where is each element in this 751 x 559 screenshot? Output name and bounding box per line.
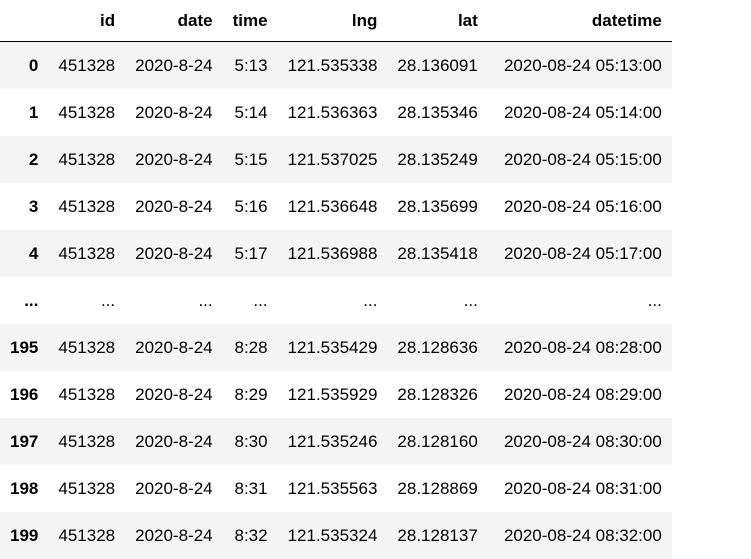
cell-date: 2020-8-24 (125, 512, 223, 559)
cell-id: 451328 (48, 42, 125, 90)
cell-id: 451328 (48, 371, 125, 418)
table-row: ..................... (0, 277, 672, 324)
cell-lng: 121.535324 (278, 512, 388, 559)
cell-id: 451328 (48, 418, 125, 465)
cell-date: 2020-8-24 (125, 230, 223, 277)
cell-time: ... (223, 277, 278, 324)
cell-datetime: 2020-08-24 05:13:00 (488, 42, 672, 90)
cell-lng: 121.535429 (278, 324, 388, 371)
cell-time: 8:31 (223, 465, 278, 512)
cell-lng: 121.536363 (278, 89, 388, 136)
index-header (0, 0, 48, 42)
cell-datetime: 2020-08-24 08:29:00 (488, 371, 672, 418)
cell-datetime: 2020-08-24 08:32:00 (488, 512, 672, 559)
row-index: 199 (0, 512, 48, 559)
cell-date: 2020-8-24 (125, 465, 223, 512)
cell-date: 2020-8-24 (125, 136, 223, 183)
cell-lat: 28.135418 (387, 230, 487, 277)
cell-time: 5:13 (223, 42, 278, 90)
cell-id: 451328 (48, 183, 125, 230)
cell-lng: 121.537025 (278, 136, 388, 183)
cell-id: 451328 (48, 324, 125, 371)
table-header: id date time lng lat datetime (0, 0, 672, 42)
row-index: 196 (0, 371, 48, 418)
cell-id: 451328 (48, 89, 125, 136)
cell-time: 8:29 (223, 371, 278, 418)
column-header-date: date (125, 0, 223, 42)
cell-datetime: 2020-08-24 08:30:00 (488, 418, 672, 465)
cell-date: 2020-8-24 (125, 371, 223, 418)
cell-id: 451328 (48, 512, 125, 559)
cell-lat: 28.135346 (387, 89, 487, 136)
row-index: 1 (0, 89, 48, 136)
cell-date: 2020-8-24 (125, 418, 223, 465)
column-header-datetime: datetime (488, 0, 672, 42)
cell-lng: 121.535563 (278, 465, 388, 512)
row-index: 197 (0, 418, 48, 465)
row-index: 195 (0, 324, 48, 371)
header-row: id date time lng lat datetime (0, 0, 672, 42)
cell-id: 451328 (48, 230, 125, 277)
cell-time: 5:17 (223, 230, 278, 277)
cell-datetime: 2020-08-24 08:31:00 (488, 465, 672, 512)
cell-lng: 121.535246 (278, 418, 388, 465)
cell-datetime: 2020-08-24 05:16:00 (488, 183, 672, 230)
cell-lat: 28.128869 (387, 465, 487, 512)
row-index: 2 (0, 136, 48, 183)
cell-lng: 121.535929 (278, 371, 388, 418)
cell-lat: 28.135699 (387, 183, 487, 230)
cell-lat: 28.128636 (387, 324, 487, 371)
cell-time: 5:14 (223, 89, 278, 136)
column-header-lat: lat (387, 0, 487, 42)
cell-datetime: 2020-08-24 05:15:00 (488, 136, 672, 183)
cell-datetime: 2020-08-24 05:17:00 (488, 230, 672, 277)
cell-lng: 121.535338 (278, 42, 388, 90)
cell-date: 2020-8-24 (125, 42, 223, 90)
column-header-time: time (223, 0, 278, 42)
cell-id: 451328 (48, 136, 125, 183)
cell-time: 8:32 (223, 512, 278, 559)
row-index: 3 (0, 183, 48, 230)
cell-lng: ... (278, 277, 388, 324)
cell-lat: 28.136091 (387, 42, 487, 90)
column-header-lng: lng (278, 0, 388, 42)
cell-datetime: 2020-08-24 05:14:00 (488, 89, 672, 136)
row-index: 4 (0, 230, 48, 277)
cell-id: 451328 (48, 465, 125, 512)
cell-lat: ... (387, 277, 487, 324)
cell-time: 8:28 (223, 324, 278, 371)
cell-time: 5:16 (223, 183, 278, 230)
row-index: 0 (0, 42, 48, 90)
cell-date: 2020-8-24 (125, 324, 223, 371)
cell-date: 2020-8-24 (125, 89, 223, 136)
row-index: 198 (0, 465, 48, 512)
cell-date: 2020-8-24 (125, 183, 223, 230)
cell-lat: 28.128137 (387, 512, 487, 559)
cell-id: ... (48, 277, 125, 324)
cell-lat: 28.128326 (387, 371, 487, 418)
cell-lat: 28.135249 (387, 136, 487, 183)
cell-time: 8:30 (223, 418, 278, 465)
column-header-id: id (48, 0, 125, 42)
cell-lat: 28.128160 (387, 418, 487, 465)
cell-datetime: 2020-08-24 08:28:00 (488, 324, 672, 371)
cell-date: ... (125, 277, 223, 324)
row-index: ... (0, 277, 48, 324)
cell-datetime: ... (488, 277, 672, 324)
cell-time: 5:15 (223, 136, 278, 183)
cell-lng: 121.536988 (278, 230, 388, 277)
cell-lng: 121.536648 (278, 183, 388, 230)
